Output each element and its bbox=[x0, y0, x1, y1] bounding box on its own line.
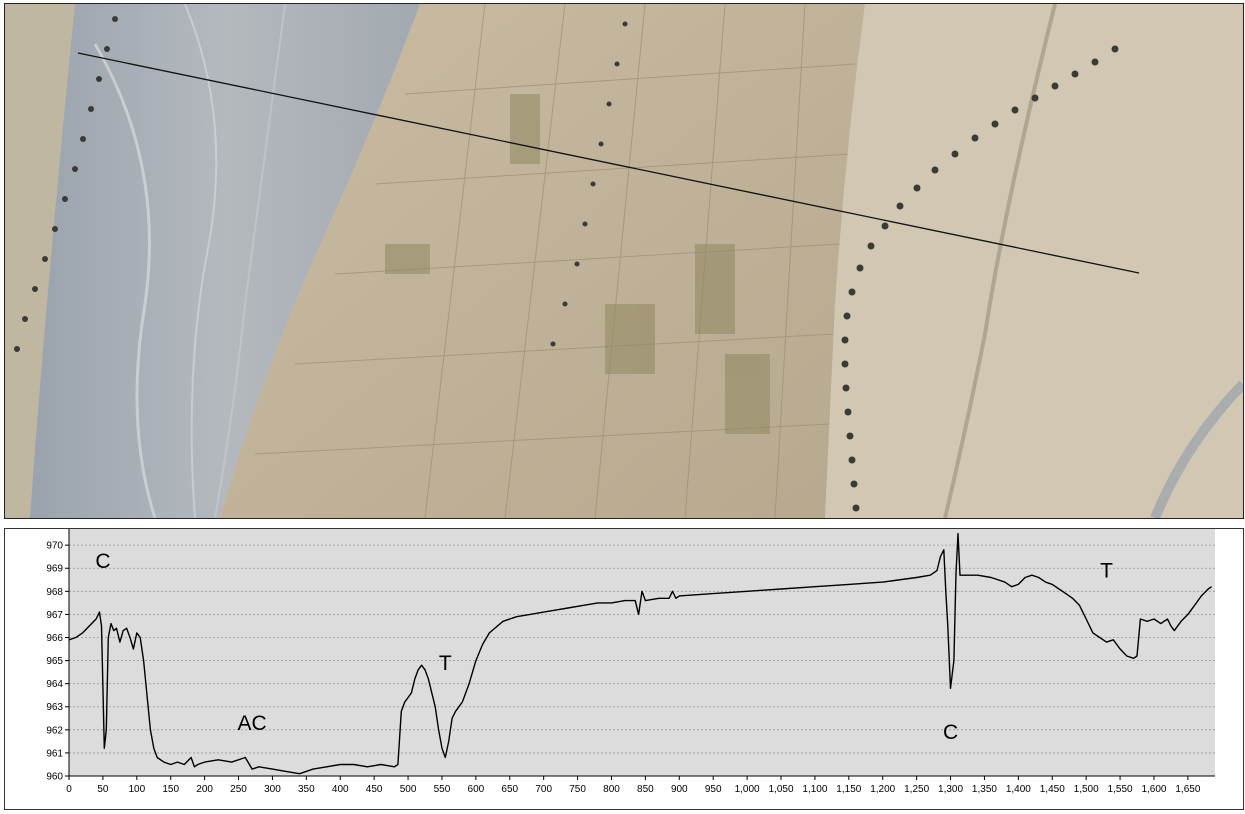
y-tick-label: 967 bbox=[46, 610, 63, 621]
y-tick-label: 962 bbox=[46, 725, 63, 736]
x-tick-label: 1,050 bbox=[768, 784, 793, 795]
left-bank bbox=[5, 4, 75, 518]
x-tick-label: 900 bbox=[671, 784, 688, 795]
x-tick-label: 1,650 bbox=[1175, 784, 1200, 795]
karez-shafts-left bbox=[14, 16, 118, 352]
x-tick-label: 1,500 bbox=[1074, 784, 1099, 795]
x-tick-label: 750 bbox=[569, 784, 586, 795]
x-tick-label: 1,400 bbox=[1006, 784, 1031, 795]
x-axis: 0 50 100 150 200 250 300 350 400 450 500 550 600 650 7… bbox=[66, 776, 1201, 795]
x-tick-label: 200 bbox=[196, 784, 213, 795]
y-axis: 960 961 962 963 964 965 966 967 968 969 970 bbox=[46, 541, 69, 783]
x-tick-label: 500 bbox=[400, 784, 417, 795]
x-tick-label: 700 bbox=[535, 784, 552, 795]
y-tick-label: 970 bbox=[46, 541, 63, 552]
x-tick-label: 150 bbox=[162, 784, 179, 795]
x-tick-label: 100 bbox=[128, 784, 145, 795]
x-tick-label: 400 bbox=[332, 784, 349, 795]
x-tick-label: 1,000 bbox=[735, 784, 760, 795]
river-channel bbox=[93, 43, 157, 518]
y-tick-label: 965 bbox=[46, 656, 63, 667]
x-tick-label: 1,550 bbox=[1108, 784, 1133, 795]
x-tick-label: 550 bbox=[434, 784, 451, 795]
annotations: C AC T C T bbox=[95, 550, 1113, 744]
aerial-photo-drawing bbox=[5, 4, 1243, 518]
y-tick-label: 963 bbox=[46, 702, 63, 713]
y-tick-label: 964 bbox=[46, 679, 63, 690]
annotation-label: T bbox=[439, 652, 452, 675]
x-tick-label: 850 bbox=[637, 784, 654, 795]
x-tick-label: 950 bbox=[705, 784, 722, 795]
x-tick-label: 650 bbox=[501, 784, 518, 795]
aerial-photo bbox=[4, 3, 1244, 519]
river-bed bbox=[30, 4, 420, 518]
y-tick-label: 961 bbox=[46, 748, 63, 759]
x-tick-label: 300 bbox=[264, 784, 281, 795]
agricultural-fields bbox=[220, 4, 865, 518]
x-tick-label: 1,150 bbox=[836, 784, 861, 795]
x-tick-label: 1,250 bbox=[904, 784, 929, 795]
river-channel bbox=[184, 4, 218, 518]
annotation-label: C bbox=[95, 550, 110, 573]
x-tick-label: 0 bbox=[66, 784, 72, 795]
crop-patches bbox=[385, 94, 770, 434]
y-tick-label: 960 bbox=[46, 772, 63, 783]
y-tick-label: 966 bbox=[46, 633, 63, 644]
x-tick-label: 1,200 bbox=[870, 784, 895, 795]
x-tick-label: 250 bbox=[230, 784, 247, 795]
x-tick-label: 1,600 bbox=[1141, 784, 1166, 795]
desert-plain bbox=[825, 4, 1243, 518]
x-tick-label: 1,450 bbox=[1040, 784, 1065, 795]
plot-background bbox=[69, 529, 1215, 776]
elevation-profile-chart: 960 961 962 963 964 965 966 967 968 969 970 0 50 100… bbox=[46, 529, 1215, 795]
elevation-profile-line bbox=[68, 532, 1212, 775]
karez-shafts-right bbox=[841, 45, 1119, 512]
river-channel bbox=[214, 4, 286, 518]
x-tick-label: 1,350 bbox=[972, 784, 997, 795]
stream bbox=[1150, 380, 1243, 518]
x-tick-label: 450 bbox=[366, 784, 383, 795]
x-tick-label: 350 bbox=[298, 784, 315, 795]
annotation-label: AC bbox=[237, 712, 266, 735]
x-tick-label: 1,300 bbox=[938, 784, 963, 795]
profile-transect-line bbox=[77, 52, 1140, 274]
wadi bbox=[943, 4, 1057, 518]
x-tick-label: 800 bbox=[603, 784, 620, 795]
y-tick-label: 968 bbox=[46, 587, 63, 598]
annotation-label: C bbox=[943, 721, 958, 744]
x-tick-label: 600 bbox=[468, 784, 485, 795]
karez-shafts-center bbox=[550, 21, 628, 347]
annotation-label: T bbox=[1100, 559, 1113, 582]
y-tick-label: 969 bbox=[46, 564, 63, 575]
elevation-profile-panel: 960 961 962 963 964 965 966 967 968 969 970 0 50 100… bbox=[4, 528, 1244, 810]
x-tick-label: 1,100 bbox=[802, 784, 827, 795]
x-tick-label: 50 bbox=[97, 784, 109, 795]
